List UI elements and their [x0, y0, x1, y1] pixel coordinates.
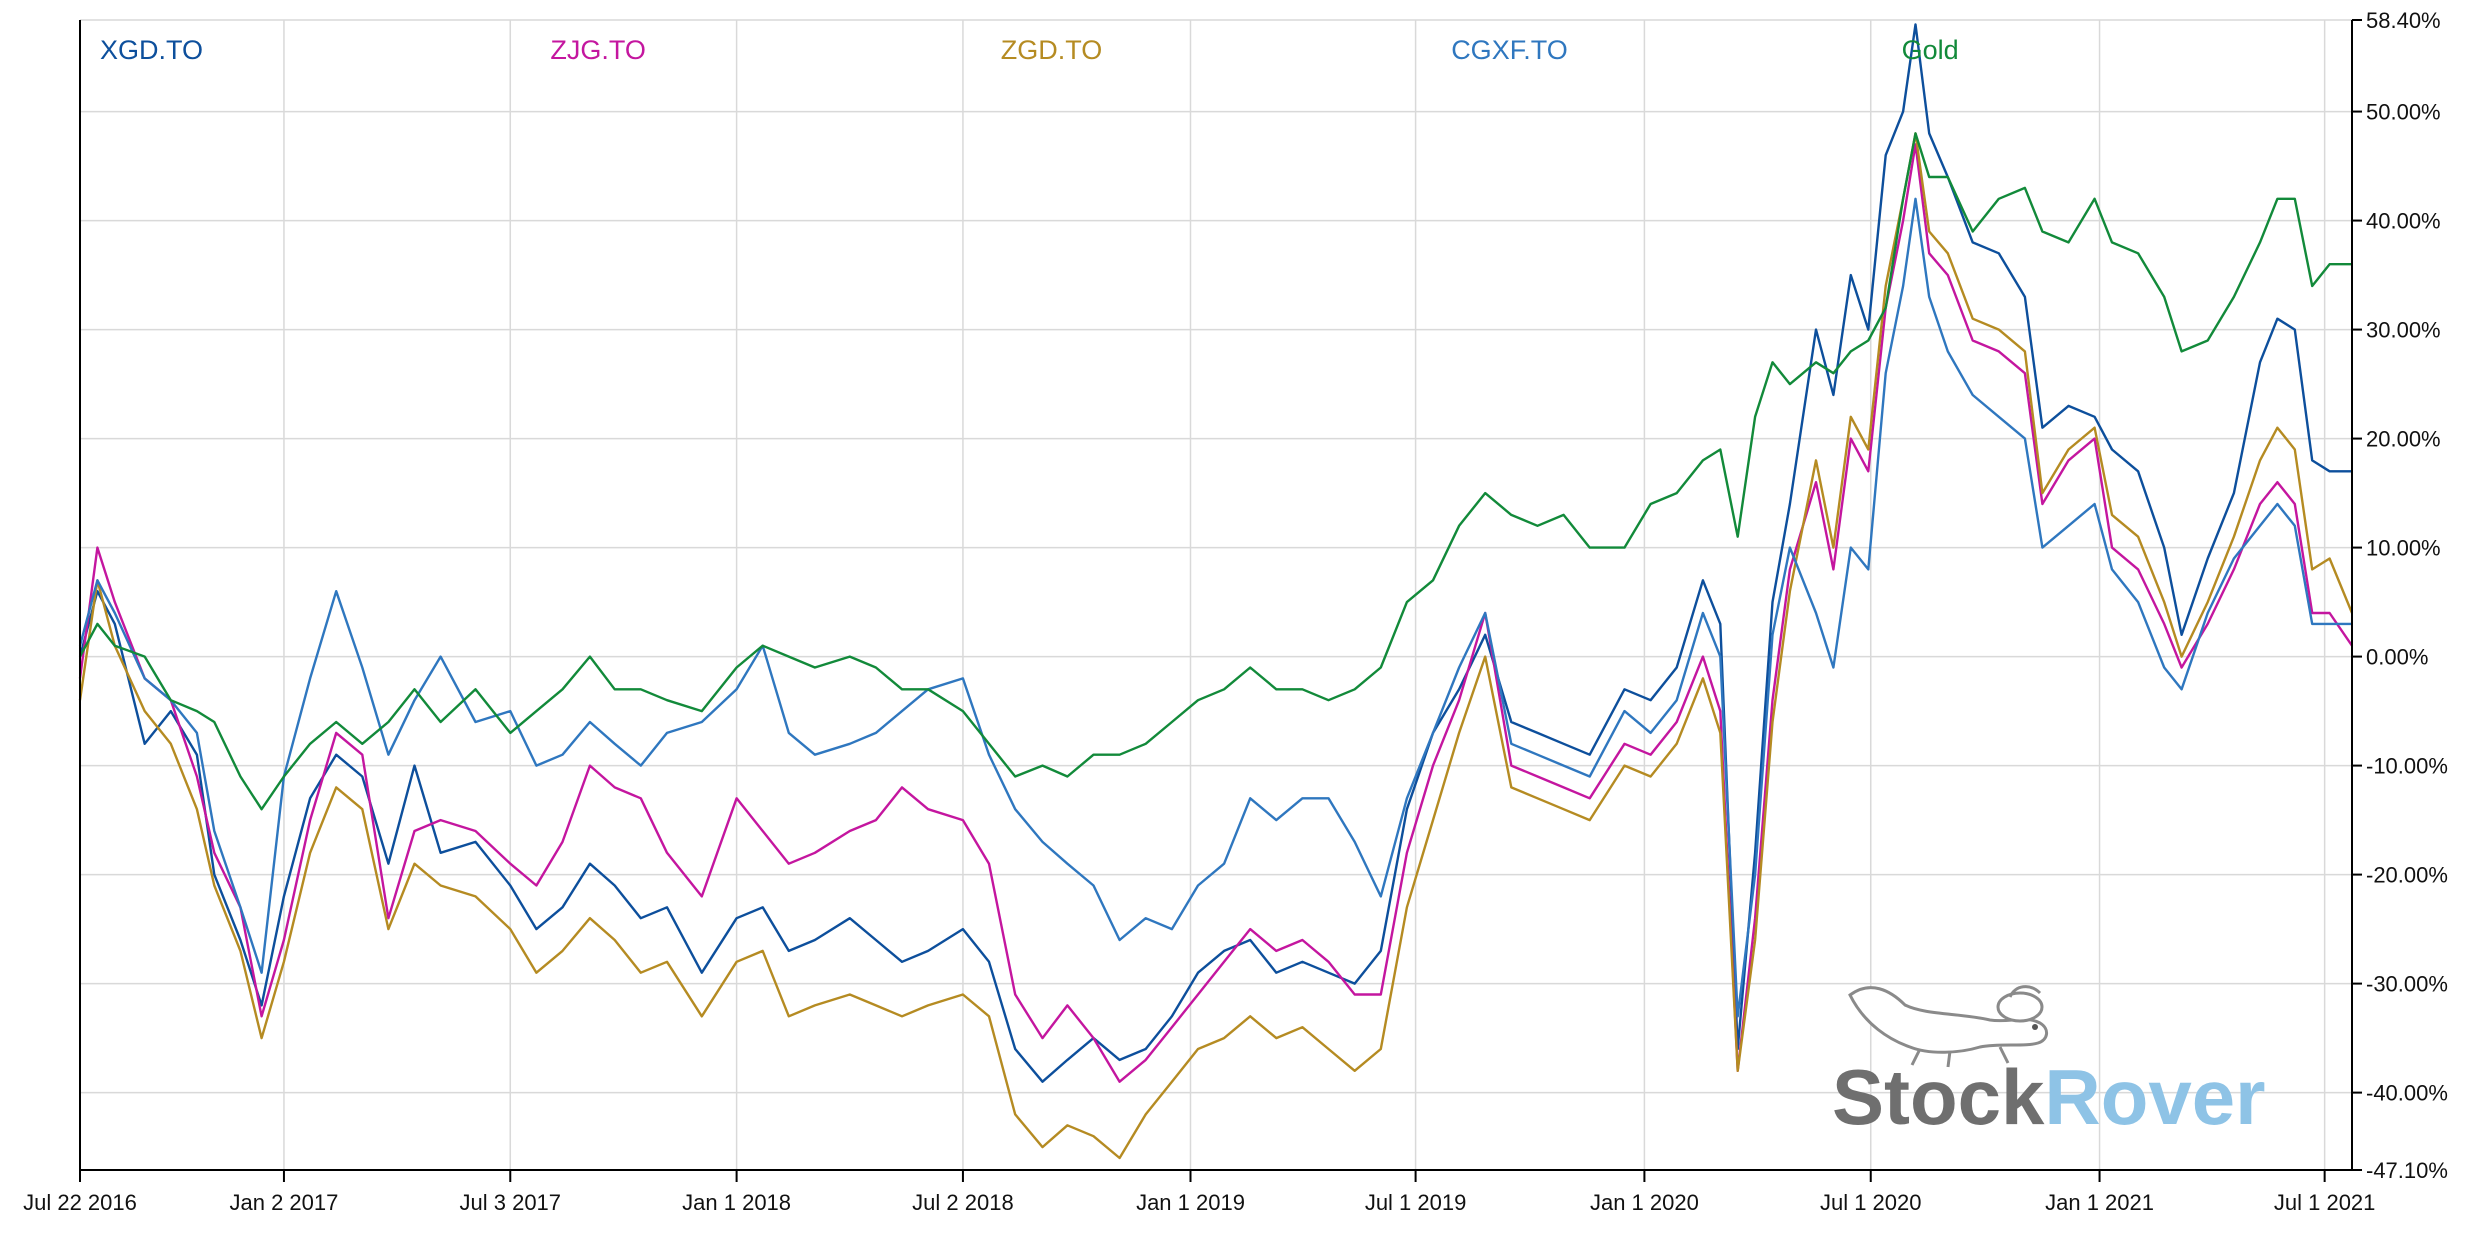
y-tick-label: 58.40% — [2366, 8, 2441, 33]
stockrover-watermark: StockRover — [1832, 985, 2266, 1141]
x-tick-label: Jul 2 2018 — [912, 1190, 1014, 1215]
x-tick-label: Jan 1 2019 — [1136, 1190, 1245, 1215]
y-tick-label: -47.10% — [2366, 1158, 2448, 1183]
legend: XGD.TO ZJG.TO ZGD.TO CGXF.TO Gold — [100, 35, 1959, 65]
legend-label-cgxf-to: CGXF.TO — [1451, 35, 1568, 65]
axes — [79, 19, 2362, 1182]
x-tick-label: Jan 1 2020 — [1590, 1190, 1699, 1215]
y-tick-label: -40.00% — [2366, 1081, 2448, 1106]
dog-mascot-icon — [1848, 985, 2048, 1068]
x-tick-label: Jul 1 2020 — [1820, 1190, 1922, 1215]
y-tick-label: 40.00% — [2366, 209, 2441, 234]
series-line-cgxf-to — [78, 197, 2352, 1018]
x-tick-label: Jul 1 2019 — [1365, 1190, 1467, 1215]
x-tick-label: Jan 1 2021 — [2045, 1190, 2154, 1215]
y-tick-label: 50.00% — [2366, 100, 2441, 125]
x-tick-label: Jan 1 2018 — [682, 1190, 791, 1215]
x-tick-label: Jul 1 2021 — [2274, 1190, 2376, 1215]
series-lines — [78, 23, 2354, 1160]
y-tick-label: -30.00% — [2366, 972, 2448, 997]
y-tick-label: -10.00% — [2366, 754, 2448, 779]
y-tick-label: 30.00% — [2366, 318, 2441, 343]
x-axis-tick-labels: Jul 22 2016 Jan 2 2017 Jul 3 2017 Jan 1 201… — [23, 1190, 2375, 1215]
x-tick-label: Jan 2 2017 — [230, 1190, 339, 1215]
legend-label-zjg-to: ZJG.TO — [550, 35, 646, 65]
legend-label-xgd-to: XGD.TO — [100, 35, 203, 65]
y-tick-label: -20.00% — [2366, 863, 2448, 888]
x-tick-label: Jul 22 2016 — [23, 1190, 137, 1215]
y-axis-tick-labels: 58.40% 50.00% 40.00% 30.00% 20.00% 10.00% 0.00… — [2366, 8, 2448, 1183]
y-tick-label: 0.00% — [2366, 645, 2428, 670]
watermark-rover-text: Rover — [2044, 1053, 2265, 1141]
series-line-zjg-to — [78, 143, 2353, 1083]
series-line-xgd-to — [78, 23, 2352, 1083]
y-tick-label: 20.00% — [2366, 427, 2441, 452]
y-tick-label: 10.00% — [2366, 536, 2441, 561]
legend-label-zgd-to: ZGD.TO — [1001, 35, 1103, 65]
watermark-text: StockRover — [1832, 1053, 2266, 1141]
series-line-zgd-to — [78, 132, 2354, 1160]
series-line-gold — [78, 132, 2352, 811]
watermark-stock-text: Stock — [1832, 1053, 2045, 1141]
x-tick-label: Jul 3 2017 — [460, 1190, 562, 1215]
legend-label-gold: Gold — [1902, 35, 1959, 65]
